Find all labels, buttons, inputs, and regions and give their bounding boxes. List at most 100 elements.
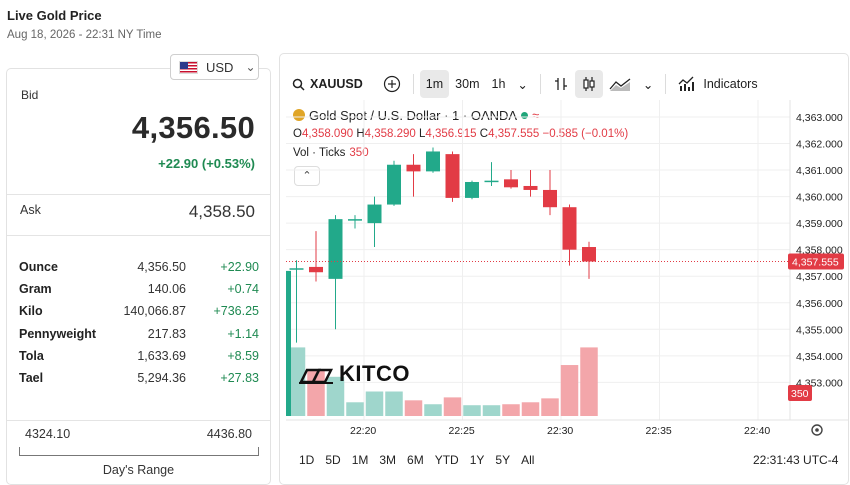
indicators-icon xyxy=(678,76,695,91)
candlestick-icon xyxy=(583,77,595,91)
chevron-up-icon: ⌃ xyxy=(302,170,312,182)
volume-bar xyxy=(560,365,579,416)
price-tick-label: 4,357.000 xyxy=(796,271,843,283)
volume-bar xyxy=(346,402,364,416)
unit-name: Gram xyxy=(19,282,52,296)
volume-bar xyxy=(385,391,403,416)
range-1d[interactable]: 1D xyxy=(299,453,315,467)
unit-change: +1.14 xyxy=(227,327,259,341)
time-tick-label: 22:20 xyxy=(350,425,376,437)
low-value: 4,356.915 xyxy=(425,128,477,140)
gear-icon[interactable] xyxy=(811,424,823,436)
page-timestamp: Aug 18, 2026 - 22:31 NY Time xyxy=(7,29,162,41)
collapse-legend-button[interactable]: ⌃ xyxy=(294,166,320,186)
compare-button[interactable] xyxy=(377,70,407,98)
interval-1h[interactable]: 1h xyxy=(491,77,506,91)
price-tick-label: 4,363.000 xyxy=(796,112,843,124)
volume-bar xyxy=(580,347,598,416)
volume-bar xyxy=(326,376,345,416)
volume-bar xyxy=(287,347,306,416)
volume-bar xyxy=(365,391,384,416)
unit-row-tola: Tola 1,633.69 +8.59 xyxy=(19,349,259,369)
unit-change: +22.90 xyxy=(220,260,259,274)
unit-change: +8.59 xyxy=(227,349,259,363)
unit-name: Ounce xyxy=(19,260,58,274)
range-5d[interactable]: 5D xyxy=(325,453,341,467)
candle-body xyxy=(387,164,401,205)
symbol-search-button[interactable]: XAUUSD xyxy=(286,70,369,98)
interval-1m[interactable]: 1m xyxy=(419,70,450,98)
candle-body xyxy=(289,268,304,270)
currency-select[interactable]: USD ⌄ xyxy=(170,54,259,80)
price-chart[interactable]: 4,363.000 4,362.000 4,361.000 4,360.000 4,35… xyxy=(286,100,848,445)
candles-chart-type-button[interactable] xyxy=(574,70,603,98)
currency-value: USD xyxy=(206,59,234,75)
candle-body xyxy=(348,219,362,221)
bar-chart-type-button[interactable] xyxy=(547,70,575,98)
last-volume-label: 350 xyxy=(791,388,809,400)
interval-30m[interactable]: 30m xyxy=(455,77,480,91)
open-label: O xyxy=(293,128,302,140)
area-chart-type-button[interactable] xyxy=(603,70,637,98)
divider xyxy=(7,420,270,421)
candle-body xyxy=(465,181,479,198)
time-tick-label: 22:35 xyxy=(646,425,672,437)
days-range-low: 4324.10 xyxy=(25,427,71,441)
range-ytd[interactable]: YTD xyxy=(434,453,459,467)
unit-name: Kilo xyxy=(19,304,43,318)
time-tick-label: 22:25 xyxy=(449,425,475,437)
chart-type-dropdown[interactable]: ⌄ xyxy=(637,70,659,98)
low-label: L xyxy=(419,128,426,140)
range-1y[interactable]: 1Y xyxy=(469,453,485,467)
range-3m[interactable]: 3M xyxy=(379,453,397,467)
toolbar-divider xyxy=(412,74,414,94)
unit-row-gram: Gram 140.06 +0.74 xyxy=(19,282,259,302)
range-selector: 1D 5D 1M 3M 6M YTD 1Y 5Y All xyxy=(299,453,534,467)
unit-price: 5,294.36 xyxy=(137,371,186,385)
toolbar-divider xyxy=(665,74,667,94)
indicators-button[interactable]: Indicators xyxy=(672,70,763,98)
instrument-title: Gold Spot / U.S. Dollar · 1 · OANDA xyxy=(309,108,518,123)
divider xyxy=(7,194,270,195)
price-tick-label: 4,356.000 xyxy=(796,298,843,310)
unit-row-ounce: Ounce 4,356.50 +22.90 xyxy=(19,260,259,280)
interval-dropdown[interactable]: ⌄ xyxy=(511,70,533,98)
unit-price: 140,066.87 xyxy=(123,304,186,318)
price-tick-label: 4,354.000 xyxy=(796,351,843,363)
unit-price: 4,356.50 xyxy=(137,260,186,274)
range-all[interactable]: All xyxy=(521,453,535,467)
candle-body xyxy=(328,219,343,279)
candle-body xyxy=(426,151,440,172)
ask-label: Ask xyxy=(20,203,41,217)
days-range-label: Day's Range xyxy=(102,463,175,477)
candle-body xyxy=(562,207,577,250)
candle-body xyxy=(367,204,382,224)
candle-body xyxy=(484,180,499,183)
chevron-down-icon: ⌄ xyxy=(245,60,256,74)
range-5y[interactable]: 5Y xyxy=(495,453,511,467)
ask-price: 4,358.50 xyxy=(188,202,255,221)
volume-bar xyxy=(521,402,540,416)
price-tick-label: 4,362.000 xyxy=(796,139,843,151)
candle-body xyxy=(582,247,596,262)
unit-price: 217.83 xyxy=(147,327,186,341)
volume-bar xyxy=(443,397,462,416)
high-value: 4,358.290 xyxy=(364,128,416,140)
ohlc-legend: O4,358.090 H4,358.290 L4,356.915 C4,357.… xyxy=(293,128,628,140)
price-tick-label: 4,360.000 xyxy=(796,192,843,204)
high-label: H xyxy=(356,128,365,140)
bid-label: Bid xyxy=(21,88,39,102)
time-tick-label: 22:30 xyxy=(547,425,573,437)
unit-name: Pennyweight xyxy=(19,327,97,341)
candle-body xyxy=(445,154,460,198)
area-chart-icon xyxy=(609,78,631,91)
kitco-wordmark: KITCO xyxy=(339,361,410,386)
range-1m[interactable]: 1M xyxy=(351,453,369,467)
volume-bar xyxy=(424,404,442,416)
unit-name: Tola xyxy=(19,349,44,363)
unit-row-pennyweight: Pennyweight 217.83 +1.14 xyxy=(19,327,259,347)
range-6m[interactable]: 6M xyxy=(407,453,424,467)
unit-price: 1,633.69 xyxy=(137,349,186,363)
candle-body xyxy=(286,270,291,416)
days-range-bar xyxy=(19,447,259,456)
